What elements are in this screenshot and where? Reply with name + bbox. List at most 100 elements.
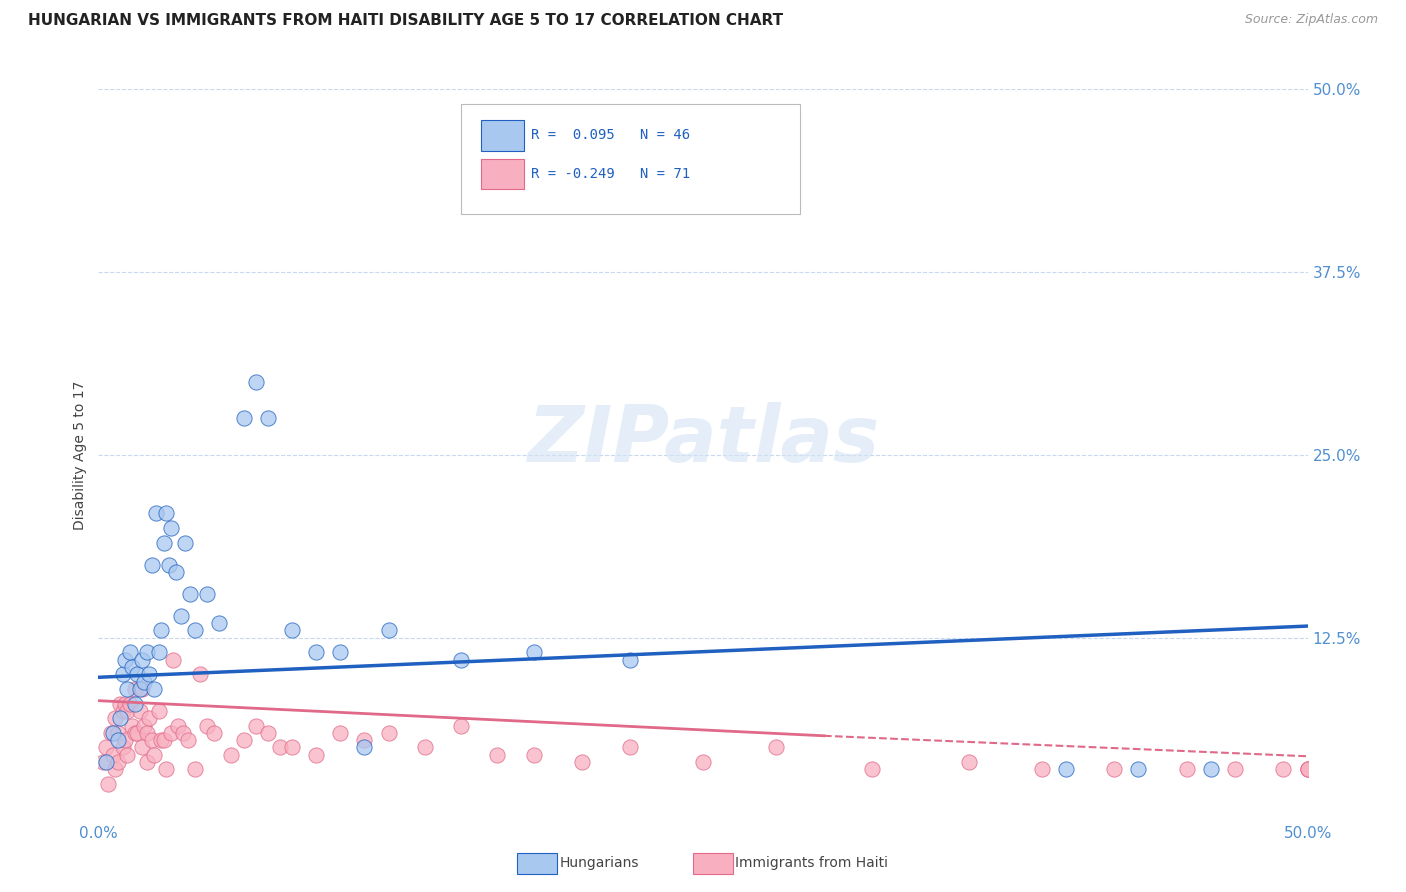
Point [1296,763,1319,777]
Point [353,740,375,755]
Point [121,718,143,732]
Point [1272,763,1295,777]
Point [1128,763,1150,777]
Point [162,653,184,667]
Text: Hungarians: Hungarians [560,856,640,871]
Point [256,726,278,740]
Point [329,645,352,659]
Point [329,726,352,740]
Point [232,411,254,425]
FancyBboxPatch shape [481,120,524,151]
Point [141,733,163,747]
Point [167,718,190,732]
FancyBboxPatch shape [481,159,524,189]
Point [232,733,254,747]
Point [377,624,399,638]
Point [692,755,714,769]
Point [150,624,173,638]
Point [157,558,180,572]
Point [172,726,194,740]
Point [128,681,150,696]
Point [145,507,167,521]
Point [108,711,131,725]
Point [94,755,117,769]
Point [188,667,211,681]
Point [184,763,207,777]
Point [124,681,146,696]
Point [127,667,149,681]
Point [100,726,122,740]
Point [107,733,129,747]
Point [245,375,267,389]
Point [150,733,173,747]
Point [118,645,141,659]
Point [131,740,153,755]
Point [138,711,160,725]
Point [155,507,177,521]
Text: HUNGARIAN VS IMMIGRANTS FROM HAITI DISABILITY AGE 5 TO 17 CORRELATION CHART: HUNGARIAN VS IMMIGRANTS FROM HAITI DISAB… [28,13,783,29]
Point [1054,763,1077,777]
Point [179,587,201,601]
Point [305,747,328,762]
Point [143,681,166,696]
Point [281,740,304,755]
Text: Source: ZipAtlas.com: Source: ZipAtlas.com [1244,13,1378,27]
Point [1296,763,1319,777]
Point [104,763,127,777]
FancyBboxPatch shape [461,103,800,213]
Point [486,747,509,762]
Point [127,726,149,740]
Point [104,711,127,725]
Point [108,697,131,711]
Text: R =  0.095   N = 46: R = 0.095 N = 46 [531,128,690,143]
Point [134,674,156,689]
Point [91,755,114,769]
Point [160,726,183,740]
Point [1102,763,1125,777]
Point [177,733,200,747]
Point [94,740,117,755]
Point [148,645,170,659]
Point [121,660,143,674]
Point [377,726,399,740]
Point [111,704,134,718]
Point [256,411,278,425]
Point [124,697,146,711]
Point [97,777,120,791]
Point [765,740,787,755]
Point [195,587,218,601]
Point [413,740,436,755]
Point [571,755,593,769]
Point [118,697,141,711]
Point [155,763,177,777]
Point [353,733,375,747]
Point [305,645,328,659]
Point [143,747,166,762]
Point [135,755,157,769]
Point [128,704,150,718]
Point [114,733,136,747]
Point [860,763,883,777]
Point [107,755,129,769]
Point [450,718,472,732]
Point [1175,763,1198,777]
Y-axis label: Disability Age 5 to 17: Disability Age 5 to 17 [73,380,87,530]
Text: Immigrants from Haiti: Immigrants from Haiti [735,856,889,871]
Point [169,608,191,623]
Point [148,704,170,718]
Point [114,697,136,711]
Point [152,535,174,549]
Point [1296,763,1319,777]
Point [107,726,129,740]
Point [450,653,472,667]
Point [1031,763,1053,777]
Point [523,747,546,762]
Point [957,755,980,769]
Point [184,624,207,638]
Point [245,718,267,732]
Point [204,726,226,740]
Point [117,681,139,696]
Point [523,645,546,659]
Point [174,535,197,549]
Text: R = -0.249   N = 71: R = -0.249 N = 71 [531,167,690,181]
